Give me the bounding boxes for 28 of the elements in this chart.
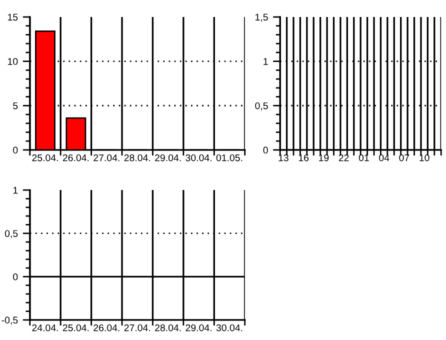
x-tick-label: 28.04. xyxy=(155,324,181,332)
y-tick-label: 0,5 xyxy=(4,230,18,238)
y-tick-label: 1 xyxy=(13,186,18,194)
x-tick-label: 29.04. xyxy=(155,154,181,162)
y-tick-label: 10 xyxy=(8,58,18,65)
y-tick-label: 0 xyxy=(13,146,18,154)
x-tick-label: 01 xyxy=(358,154,369,162)
y-tick-label: 0 xyxy=(13,273,18,280)
x-tick-label: 24.04. xyxy=(32,324,58,332)
x-tick-label: 16 xyxy=(298,154,309,162)
y-tick-label: 0 xyxy=(263,146,268,154)
y-tick-label: -0,5 xyxy=(2,316,18,325)
x-tick-label: 26.04. xyxy=(62,154,89,162)
x-tick-label: 30.04. xyxy=(186,154,212,162)
x-tick-label: 28.04. xyxy=(124,154,150,162)
x-tick-label: 25.04. xyxy=(32,154,58,162)
x-tick-label: 29.04. xyxy=(186,324,212,332)
x-tick-label: 27.04. xyxy=(94,154,120,162)
y-tick-label: 15 xyxy=(8,14,18,21)
y-tick-label: 1 xyxy=(264,58,268,65)
y-tick-label: 1,5 xyxy=(256,14,268,22)
y-tick-label: 5 xyxy=(13,102,18,110)
x-tick-label: 26.04. xyxy=(94,324,120,332)
x-tick-label: 30.04. xyxy=(216,324,242,332)
y-tick-label: 0,5 xyxy=(255,102,268,110)
x-tick-label: 27.04. xyxy=(124,324,150,332)
x-tick-label: 01.05. xyxy=(216,154,242,162)
x-tick-label: 25.04. xyxy=(62,324,89,332)
